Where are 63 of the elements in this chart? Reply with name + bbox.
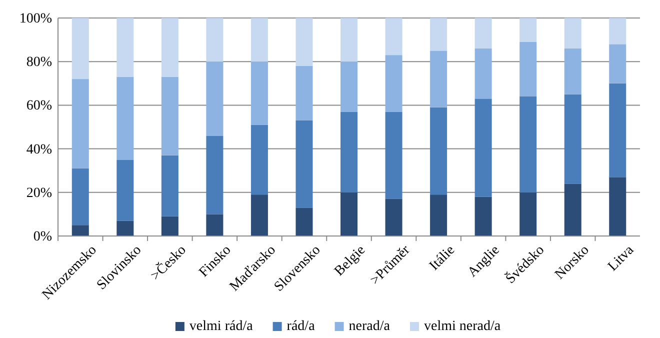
bar [474, 98, 492, 197]
bar [72, 79, 89, 168]
bar [161, 216, 178, 236]
legend-label: nerad/a [348, 319, 391, 334]
y-tick-label: 0% [33, 229, 52, 244]
bar [564, 48, 582, 94]
bar [206, 18, 224, 62]
bar [161, 18, 178, 77]
bar [296, 208, 313, 236]
bar [250, 18, 268, 62]
bar [520, 192, 537, 236]
bar [250, 194, 268, 236]
bar [520, 96, 537, 192]
bar [116, 220, 134, 236]
bar [206, 62, 224, 136]
bar [116, 18, 134, 77]
bar [72, 225, 89, 236]
y-tick-label: 60% [26, 98, 52, 114]
bar [564, 18, 582, 49]
bar [340, 62, 358, 112]
bar [385, 55, 402, 112]
bar [296, 66, 313, 120]
bar [430, 194, 448, 236]
bar [430, 50, 448, 108]
bar [474, 48, 492, 99]
bar [609, 18, 626, 44]
bar [340, 18, 358, 62]
bar [564, 184, 582, 236]
bar [564, 94, 582, 184]
bar [609, 83, 626, 178]
y-tick-label: 20% [26, 186, 52, 201]
bar [116, 76, 134, 160]
bar [520, 42, 537, 96]
bar [206, 214, 224, 236]
bar [296, 18, 313, 66]
bar [520, 18, 537, 42]
bar [250, 62, 268, 125]
y-tick-label: 80% [26, 55, 52, 70]
y-tick-label: 100% [19, 11, 52, 26]
bar [430, 18, 448, 51]
bar [609, 44, 626, 84]
bar [474, 18, 492, 49]
bar [161, 155, 178, 216]
legend-label: velmi nerad/a [424, 319, 502, 334]
bar [296, 120, 313, 208]
bar [340, 192, 358, 236]
bar [161, 76, 178, 156]
bar [250, 124, 268, 195]
bar [72, 168, 89, 226]
bar [340, 112, 358, 192]
bar [385, 198, 402, 236]
bar [116, 160, 134, 221]
bar [385, 18, 402, 56]
legend-label: rád/a [286, 319, 316, 334]
y-tick-label: 40% [26, 142, 52, 158]
bar [72, 18, 89, 80]
bar [430, 107, 448, 195]
bar [206, 136, 224, 214]
bar [385, 112, 402, 199]
bar [474, 196, 492, 236]
x-tick-label: Itálie [427, 242, 458, 274]
legend-label: velmi rád/a [189, 319, 254, 334]
bar [609, 177, 626, 236]
